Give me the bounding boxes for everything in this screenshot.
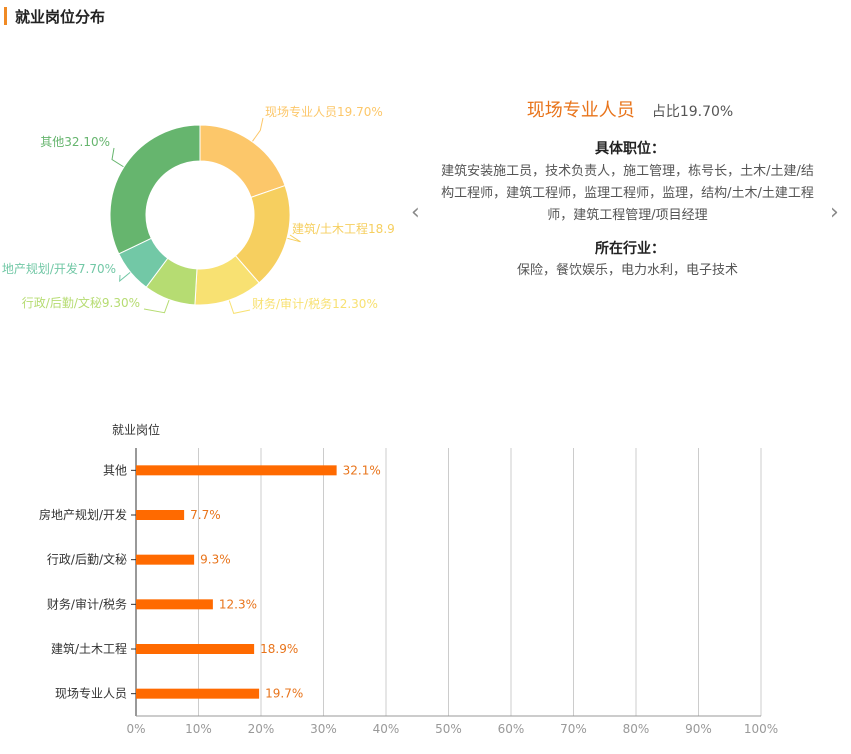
positions-heading: 具体职位：	[595, 141, 665, 157]
donut-leader-line	[251, 117, 264, 142]
bar-x-tick-label: 50%	[435, 722, 462, 736]
donut-slice	[199, 124, 286, 198]
bar-category-label: 财务/审计/税务	[47, 596, 127, 611]
bar-x-tick-label: 20%	[248, 722, 275, 736]
selected-position-name: 现场专业人员	[526, 100, 635, 121]
bar-category-label: 其他	[103, 463, 127, 477]
bar-rect	[136, 554, 195, 565]
bar-rect	[136, 510, 185, 520]
bar-x-tick-label: 90%	[685, 722, 712, 736]
bar-x-tick-label: 100%	[744, 722, 778, 736]
donut-leader-line	[286, 234, 301, 243]
donut-leader-line	[111, 147, 125, 168]
donut-slice-label: 财务/审计/税务12.30%	[252, 296, 378, 311]
bar-x-tick-label: 0%	[126, 722, 145, 736]
bar-x-tick-label: 30%	[310, 722, 337, 736]
donut-slice-label: 其他32.10%	[40, 135, 110, 149]
donut-leader-line	[143, 299, 170, 314]
bar-rect	[136, 644, 255, 654]
section-header: 就业岗位分布	[0, 6, 105, 26]
donut-slice-label: 建筑/土木工程18.9	[292, 221, 395, 236]
bar-category-label: 建筑/土木工程	[51, 641, 127, 656]
donut-slice-label: 地产规划/开发7.70%	[2, 261, 116, 276]
bar-value-label: 19.7%	[265, 687, 303, 701]
donut-slice	[109, 124, 201, 255]
bar-x-tick-label: 40%	[373, 722, 400, 736]
bar-value-label: 12.3%	[219, 597, 257, 611]
donut-labels: 现场专业人员19.70% 建筑/土木工程18.9 财务/审计/税务12.30% 行政/…	[2, 104, 395, 314]
chevron-right-icon[interactable]: ›	[830, 200, 839, 225]
industry-text: 保险，餐饮娱乐，电力水利，电子技术	[516, 263, 738, 278]
info-title-row: 现场专业人员 占比19.70%	[420, 96, 840, 122]
bar-value-label: 7.7%	[190, 508, 221, 522]
donut-slice-label: 现场专业人员19.70%	[265, 104, 383, 119]
bar-rect	[136, 599, 213, 610]
bar-x-tick-label: 10%	[185, 722, 212, 736]
selected-position-share: 占比19.70%	[651, 104, 734, 120]
donut-slice-label: 行政/后勤/文秘9.30%	[22, 295, 140, 310]
header-accent-bar	[4, 7, 7, 25]
donut-leader-line	[119, 271, 131, 283]
bar-rect	[136, 465, 337, 476]
bar-category-label: 房地产规划/开发	[39, 507, 127, 522]
bar-value-label: 32.1%	[343, 463, 381, 477]
industry-heading: 所在行业：	[595, 241, 665, 257]
bar-value-label: 9.3%	[200, 553, 231, 567]
positions-text: 建筑安装施工员，技术负责人，施工管理，栋号长，土木/土建/结构工程师，建筑工程师…	[441, 164, 814, 223]
bar-x-tick-label: 80%	[623, 722, 650, 736]
bar-value-label: 18.9%	[260, 642, 298, 656]
bar-x-tick-label: 70%	[560, 722, 587, 736]
bar-y-axis-title: 就业岗位	[112, 422, 160, 437]
bar-category-label: 行政/后勤/文秘	[47, 552, 127, 567]
bar-x-tick-label: 60%	[498, 722, 525, 736]
bar-rect	[136, 688, 260, 699]
page-title: 就业岗位分布	[15, 7, 106, 26]
donut-leader-line	[228, 299, 251, 314]
bar-category-label: 现场专业人员	[55, 686, 127, 701]
chevron-left-icon[interactable]: ‹	[411, 200, 420, 225]
